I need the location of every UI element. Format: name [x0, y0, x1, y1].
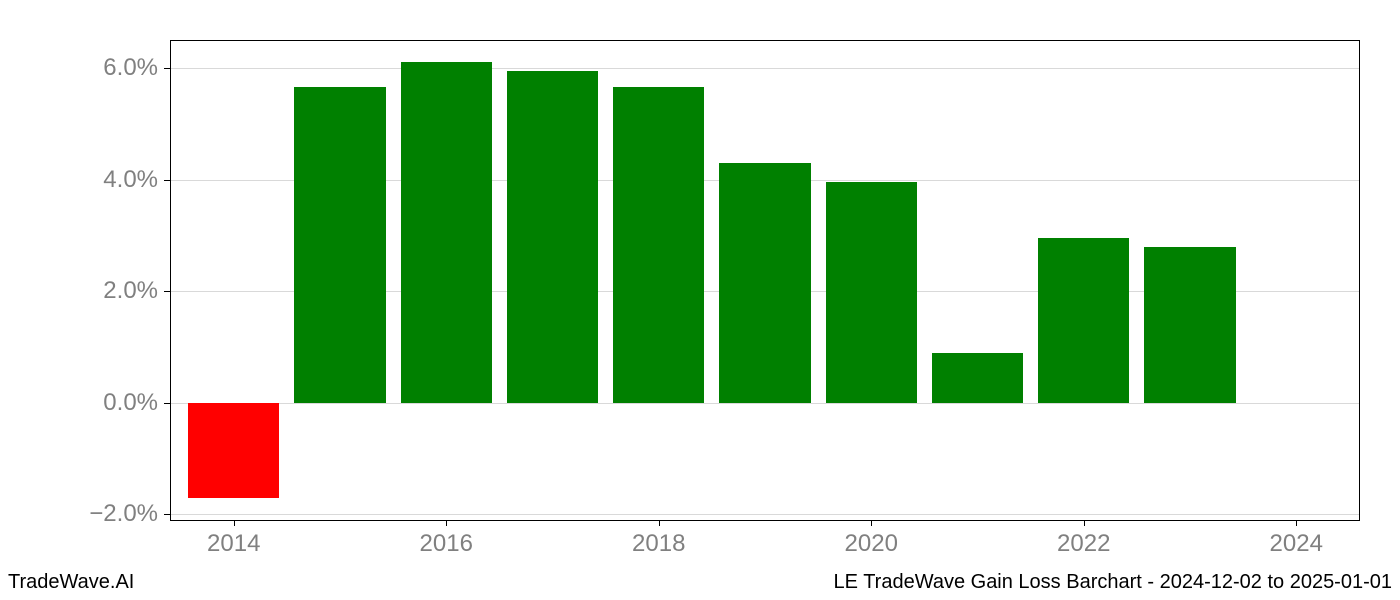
bar — [719, 163, 810, 403]
y-tick-label: 4.0% — [58, 166, 158, 194]
bar — [613, 87, 704, 402]
y-tick-label: 0.0% — [58, 389, 158, 417]
bar — [507, 71, 598, 403]
y-tick-label: −2.0% — [58, 500, 158, 528]
grid-line — [170, 514, 1360, 515]
bar — [294, 87, 385, 402]
y-tick-label: 2.0% — [58, 277, 158, 305]
bar — [932, 353, 1023, 403]
bar — [1038, 238, 1129, 403]
grid-line — [170, 68, 1360, 69]
x-tick-label: 2018 — [632, 530, 685, 558]
x-tick-label: 2014 — [207, 530, 260, 558]
x-tick-label: 2022 — [1057, 530, 1110, 558]
footer-left-text: TradeWave.AI — [8, 571, 134, 594]
spine-left — [170, 40, 171, 520]
spine-right — [1359, 40, 1360, 520]
footer-right-text: LE TradeWave Gain Loss Barchart - 2024-1… — [834, 571, 1392, 594]
grid-line — [170, 403, 1360, 404]
bar — [188, 403, 279, 498]
bar — [826, 182, 917, 402]
spine-top — [170, 40, 1360, 41]
y-tick-label: 6.0% — [58, 54, 158, 82]
plot-area: −2.0%0.0%2.0%4.0%6.0%2014201620182020202… — [170, 40, 1360, 520]
bar — [401, 62, 492, 402]
x-tick-label: 2020 — [845, 530, 898, 558]
x-tick-label: 2024 — [1270, 530, 1323, 558]
spine-bottom — [170, 520, 1360, 521]
gain-loss-barchart: −2.0% 0.0% 2.0% 4.0% 6.0% 2014 2016 2018 2020 202… — [0, 0, 1400, 600]
bar — [1144, 247, 1235, 403]
x-tick-label: 2016 — [420, 530, 473, 558]
